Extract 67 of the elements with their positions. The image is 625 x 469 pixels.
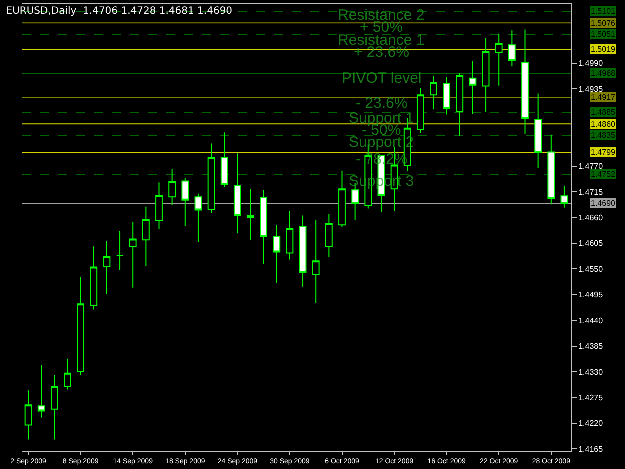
ref-line-label: 1.4968 <box>591 69 616 78</box>
y-tick-label: 1.4165 <box>578 444 604 454</box>
candlestick <box>299 215 307 288</box>
y-tick-label: 1.4770 <box>578 162 604 172</box>
candlestick <box>38 364 46 418</box>
candlestick <box>495 33 503 86</box>
y-tick-label: 1.4550 <box>578 264 604 274</box>
candlestick <box>286 210 294 260</box>
candlestick <box>273 224 281 284</box>
candlestick <box>50 374 58 440</box>
candlestick <box>77 277 85 376</box>
candlestick <box>312 220 320 304</box>
candlestick <box>194 193 202 243</box>
y-tick-label: 1.4990 <box>578 59 604 68</box>
candlestick <box>208 143 216 214</box>
candlestick <box>338 170 346 228</box>
y-tick-label: 1.4330 <box>578 368 604 377</box>
y-tick-label: 1.4275 <box>578 394 604 402</box>
ref-line-label: 1.4917 <box>591 93 616 102</box>
candlestick <box>522 29 529 134</box>
ref-line-label: 1.4885 <box>591 108 616 117</box>
candlestick <box>182 178 190 227</box>
candlestick <box>168 169 176 206</box>
y-tick-label: 1.4715 <box>578 188 604 197</box>
candlestick <box>443 76 451 116</box>
ref-line-label: 1.4752 <box>591 170 616 179</box>
y-tick-label: 1.4605 <box>578 239 604 248</box>
annotation: PIVOT level <box>342 70 422 87</box>
candlestick <box>548 134 556 206</box>
candlestick <box>90 246 98 310</box>
candlestick <box>129 222 137 288</box>
candlestick <box>116 230 124 271</box>
candlestick <box>247 188 254 241</box>
y-tick-label: 1.4385 <box>578 342 604 352</box>
candlestick <box>24 390 32 440</box>
ref-line-label: 1.4835 <box>591 131 616 140</box>
candlestick <box>220 132 228 188</box>
annotation: + 50% <box>360 19 403 36</box>
y-tick-label: 1.4495 <box>578 290 604 300</box>
y-tick-label: 1.4440 <box>578 316 604 326</box>
candlestick <box>482 38 490 113</box>
ref-line-label: 1.4690 <box>591 199 616 208</box>
ref-line-label: 1.4799 <box>591 148 616 157</box>
ref-line-label: 1.5076 <box>591 19 616 28</box>
candlestick <box>156 182 163 230</box>
y-tick-label: 1.4935 <box>578 84 604 94</box>
candlestick <box>142 206 150 267</box>
ref-line-label: 1.4860 <box>591 120 616 129</box>
ref-line-label: 1.5051 <box>591 30 616 39</box>
candlestick <box>325 214 333 258</box>
candlestick <box>534 93 542 169</box>
y-tick-label: 1.4220 <box>578 419 604 428</box>
candlestick <box>456 72 464 136</box>
annotation: - 23.6% <box>356 95 408 112</box>
candlestick <box>103 240 111 295</box>
candlestick <box>430 76 438 110</box>
candlestick <box>234 153 242 234</box>
candlestick <box>560 185 568 208</box>
ref-line-label: 1.5101 <box>591 7 616 16</box>
candlestick <box>508 30 516 68</box>
candlestick <box>260 190 268 264</box>
candlestick <box>416 88 424 134</box>
candlestick <box>64 358 72 390</box>
ref-line-label: 1.5019 <box>591 45 616 54</box>
chart-title: EURUSD,Daily 1.4706 1.4728 1.4681 1.4690 <box>6 6 233 18</box>
candlestick <box>469 61 477 115</box>
y-tick-label: 1.4660 <box>578 213 604 222</box>
